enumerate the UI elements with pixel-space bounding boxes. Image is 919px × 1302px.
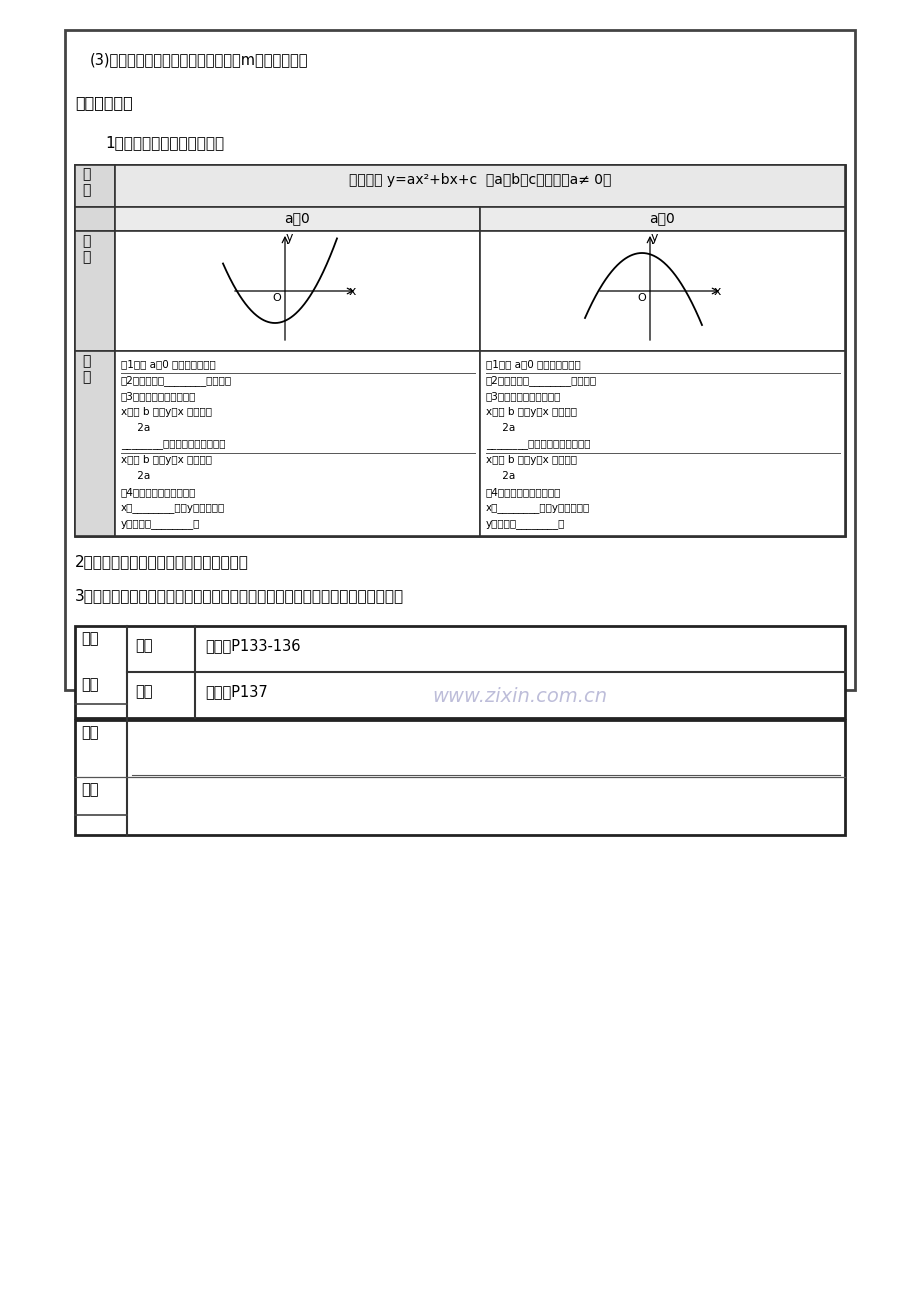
Text: 选做: 选做 (135, 684, 153, 699)
Text: x＝________时，y有最大値，: x＝________时，y有最大値， (485, 503, 590, 513)
Text: x＜－ b 时，y随x 的增大而: x＜－ b 时，y随x 的增大而 (485, 408, 576, 417)
Bar (75, 626, 844, 717)
Text: ________；在对称轴右侧，即当: ________；在对称轴右侧，即当 (485, 439, 590, 449)
Text: 2a: 2a (485, 471, 515, 480)
Text: 2a: 2a (485, 423, 515, 434)
Text: （2）对称轴是________。顶点是: （2）对称轴是________。顶点是 (121, 375, 232, 385)
Bar (115, 207, 480, 230)
Text: （1）当 a＜0 时，抛物线开口: （1）当 a＜0 时，抛物线开口 (485, 359, 580, 368)
Bar (75, 165, 115, 207)
Text: （3）在对称轴左侧，即为: （3）在对称轴左侧，即为 (121, 391, 196, 401)
Text: O: O (637, 293, 646, 303)
Text: 三、课堂小结: 三、课堂小结 (75, 95, 132, 109)
Text: 2a: 2a (121, 423, 150, 434)
Text: ________；在对称轴右侧，即当: ________；在对称轴右侧，即当 (121, 439, 225, 449)
Text: 设计: 设计 (81, 677, 98, 691)
Bar (75, 720, 844, 835)
Text: （1）当 a＞0 时，抛物线开口: （1）当 a＞0 时，抛物线开口 (121, 359, 216, 368)
Text: x＜－ b 时，y随x 的增大而: x＜－ b 时，y随x 的增大而 (121, 408, 211, 417)
Text: 练习册P137: 练习册P137 (205, 684, 267, 699)
Text: x＝________时，y有最小値，: x＝________时，y有最小値， (121, 503, 225, 513)
Text: 3．强调二次函数与方程、圆、三角形，三角函数等知识综合的综合题解题思路。: 3．强调二次函数与方程、圆、三角形，三角函数等知识综合的综合题解题思路。 (75, 589, 403, 603)
Text: 2a: 2a (121, 471, 150, 480)
Text: O: O (272, 293, 281, 303)
Text: y: y (650, 230, 657, 243)
Text: a＞0: a＞0 (284, 211, 310, 225)
Bar (480, 352, 844, 536)
Text: x＞－ b 时，y随x 的增大而: x＞－ b 时，y随x 的增大而 (121, 454, 211, 465)
Text: a＜0: a＜0 (649, 211, 675, 225)
Text: y最大値＝________。: y最大値＝________。 (485, 519, 565, 529)
Text: www.zixin.com.cn: www.zixin.com.cn (432, 687, 607, 707)
Text: x: x (712, 285, 720, 298)
Text: 练习册P133-136: 练习册P133-136 (205, 638, 301, 654)
Bar (75, 165, 844, 536)
Text: 2．归纳二次函数三种解析式的实际应用。: 2．归纳二次函数三种解析式的实际应用。 (75, 553, 249, 569)
Text: 函
数: 函 数 (82, 167, 90, 197)
Text: 反思: 反思 (81, 783, 98, 797)
Text: 1．投影：让学生完成下表：: 1．投影：让学生完成下表： (105, 135, 224, 150)
Text: （3）在对称轴左侧，即为: （3）在对称轴左侧，即为 (485, 391, 561, 401)
Text: (3)若函数图象的顶点在第四象限，求m的取値范围。: (3)若函数图象的顶点在第四象限，求m的取値范围。 (90, 52, 308, 66)
Text: （2）对称轴是________。顶点是: （2）对称轴是________。顶点是 (485, 375, 596, 385)
Bar (75, 207, 115, 230)
Bar (65, 30, 854, 690)
Bar (75, 352, 115, 536)
Text: x＞－ b 时，y随x 的增大而: x＞－ b 时，y随x 的增大而 (485, 454, 576, 465)
Text: 图
象: 图 象 (82, 234, 90, 264)
Text: y: y (285, 230, 292, 243)
Bar (480, 230, 844, 352)
Text: （4）抛物线有最低点，当: （4）抛物线有最低点，当 (121, 487, 196, 497)
Text: y最小値＝________。: y最小値＝________。 (121, 519, 200, 529)
Bar (115, 165, 844, 207)
Text: （4）抛物线有最高点，当: （4）抛物线有最高点，当 (485, 487, 561, 497)
Bar (480, 207, 844, 230)
Text: 性
质: 性 质 (82, 354, 90, 384)
Bar (115, 352, 480, 536)
Text: 二次函数 y=ax²+bx+c  （a、b、c为常数，a≠ 0）: 二次函数 y=ax²+bx+c （a、b、c为常数，a≠ 0） (348, 173, 610, 187)
Bar (75, 230, 115, 352)
Text: 作业: 作业 (81, 631, 98, 646)
Text: x: x (348, 285, 356, 298)
Text: 教学: 教学 (81, 725, 98, 740)
Bar (115, 230, 480, 352)
Text: 必做: 必做 (135, 638, 153, 654)
